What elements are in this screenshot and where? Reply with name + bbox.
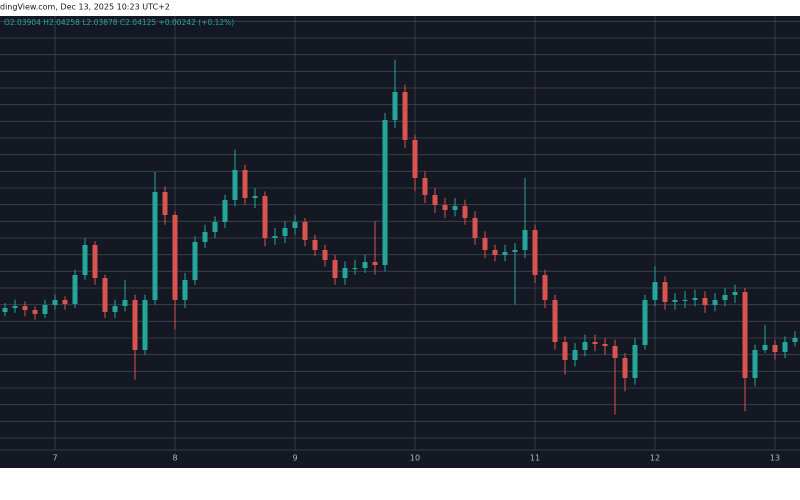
candle-body	[402, 92, 408, 140]
candle-body	[152, 192, 158, 300]
candle-body	[472, 218, 478, 238]
candle-body	[112, 306, 118, 312]
candle-body	[532, 230, 538, 275]
candle-body	[312, 240, 318, 250]
x-tick-label: 8	[172, 454, 177, 463]
candle-body	[82, 245, 88, 275]
candle-body	[512, 250, 518, 252]
candle-body	[612, 346, 618, 358]
x-tick-label: 11	[530, 454, 540, 463]
candle-body	[142, 300, 148, 350]
candle-body	[362, 262, 368, 268]
candle-body	[652, 282, 658, 300]
candle-body	[752, 350, 758, 378]
candle-body	[672, 300, 678, 302]
candle-body	[102, 278, 108, 312]
x-tick-label: 12	[650, 454, 660, 463]
candle-body	[382, 120, 388, 265]
candle-body	[602, 344, 608, 346]
candle-body	[422, 178, 428, 195]
candle-body	[492, 250, 498, 255]
x-tick-label: 13	[770, 454, 780, 463]
candle-body	[572, 350, 578, 360]
chart-title: dingView.com, Dec 13, 2025 10:23 UTC+2	[0, 3, 170, 12]
candle-body	[742, 292, 748, 378]
candle-body	[252, 196, 258, 198]
x-tick-label: 10	[410, 454, 420, 463]
candle-body	[632, 345, 638, 378]
ohlc-legend: O2.03904 H2.04258 L2.03878 C2.04125 +0.0…	[4, 18, 234, 27]
top-bar	[0, 0, 800, 16]
candle-body	[792, 338, 798, 342]
candle-body	[122, 300, 128, 306]
x-tick-label: 7	[52, 454, 57, 463]
candle-body	[732, 292, 738, 295]
candle-body	[322, 250, 328, 260]
candle-body	[762, 345, 768, 350]
candle-body	[692, 298, 698, 300]
candle-body	[552, 300, 558, 342]
candle-body	[592, 342, 598, 344]
candle-body	[462, 206, 468, 218]
candle-body	[282, 228, 288, 236]
candle-body	[12, 306, 18, 308]
candle-body	[292, 222, 298, 228]
candle-body	[702, 298, 708, 305]
candle-body	[32, 310, 38, 314]
candle-body	[172, 215, 178, 300]
candle-body	[352, 268, 358, 269]
candle-body	[452, 206, 458, 210]
candle-body	[712, 300, 718, 305]
candle-body	[482, 238, 488, 250]
candle-body	[62, 300, 68, 304]
candle-body	[242, 170, 248, 198]
candle-body	[132, 300, 138, 350]
candle-body	[342, 268, 348, 278]
candle-body	[2, 308, 8, 312]
candle-body	[682, 300, 688, 301]
x-tick-label: 9	[292, 454, 297, 463]
candle-body	[332, 260, 338, 278]
plot-background	[0, 16, 800, 468]
candle-body	[202, 232, 208, 242]
candle-body	[582, 342, 588, 350]
candle-body	[272, 236, 278, 238]
candle-body	[192, 242, 198, 280]
candle-body	[412, 140, 418, 178]
candle-body	[772, 345, 778, 352]
candle-body	[622, 358, 628, 378]
candle-body	[722, 295, 728, 300]
candle-body	[72, 275, 78, 304]
candle-body	[542, 275, 548, 300]
candle-body	[442, 205, 448, 210]
candle-body	[392, 92, 398, 120]
candle-body	[22, 306, 28, 310]
candle-body	[182, 280, 188, 300]
candle-body	[522, 230, 528, 250]
candle-body	[782, 342, 788, 352]
candle-body	[662, 282, 668, 302]
candle-body	[232, 170, 238, 200]
candle-body	[212, 222, 218, 232]
candle-body	[52, 300, 58, 305]
candle-body	[42, 305, 48, 314]
candle-body	[92, 245, 98, 278]
candle-body	[162, 192, 168, 215]
candle-body	[372, 262, 378, 265]
candle-body	[262, 196, 268, 238]
candle-body	[222, 200, 228, 222]
candle-body	[302, 222, 308, 240]
candle-body	[432, 195, 438, 205]
candle-body	[562, 342, 568, 360]
candle-body	[502, 252, 508, 255]
candle-body	[642, 300, 648, 345]
